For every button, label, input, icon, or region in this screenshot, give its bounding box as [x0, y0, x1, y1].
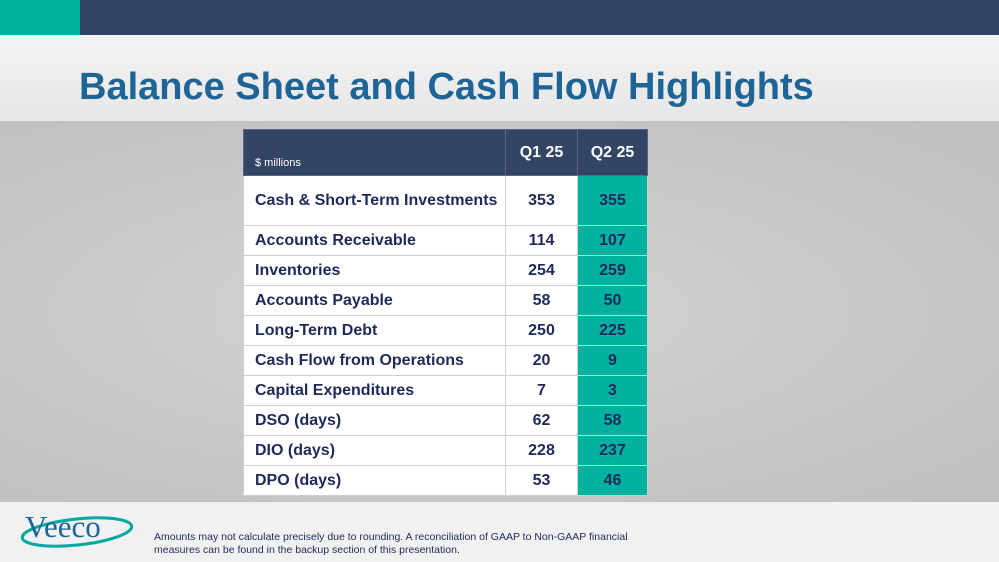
table-row: Cash Flow from Operations 20 9	[243, 345, 648, 376]
top-accent-block	[0, 0, 80, 35]
q2-value: 58	[577, 405, 648, 436]
veeco-logo: Veeco	[20, 509, 134, 548]
row-label: DIO (days)	[243, 435, 506, 466]
table-row: DSO (days) 62 58	[243, 405, 648, 436]
q2-value: 3	[577, 375, 648, 406]
q2-value: 225	[577, 315, 648, 346]
q1-value: 58	[505, 285, 578, 316]
top-header-bar	[0, 0, 999, 35]
q2-value: 107	[577, 225, 648, 256]
q2-value: 46	[577, 465, 648, 496]
table-row: Accounts Payable 58 50	[243, 285, 648, 316]
q1-value: 62	[505, 405, 578, 436]
q2-value: 237	[577, 435, 648, 466]
table-row: Inventories 254 259	[243, 255, 648, 286]
table-row: Long-Term Debt 250 225	[243, 315, 648, 346]
row-label: DPO (days)	[243, 465, 506, 496]
table-row: DPO (days) 53 46	[243, 465, 648, 496]
balance-sheet-table: $ millions Q1 25 Q2 25 Cash & Short-Term…	[243, 129, 648, 496]
q1-value: 250	[505, 315, 578, 346]
q2-value: 50	[577, 285, 648, 316]
q1-value: 20	[505, 345, 578, 376]
row-label: Capital Expenditures	[243, 375, 506, 406]
table-row: DIO (days) 228 237	[243, 435, 648, 466]
q1-value: 254	[505, 255, 578, 286]
column-header-q1: Q1 25	[505, 129, 578, 176]
logo-wordmark: Veeco	[25, 509, 101, 544]
row-label: Accounts Receivable	[243, 225, 506, 256]
logo-swoosh	[20, 516, 134, 548]
row-label: Cash & Short-Term Investments	[243, 175, 506, 226]
footer-band	[0, 502, 999, 562]
q1-value: 228	[505, 435, 578, 466]
row-label: Inventories	[243, 255, 506, 286]
q1-value: 114	[505, 225, 578, 256]
q2-value: 355	[577, 175, 648, 226]
row-label: Accounts Payable	[243, 285, 506, 316]
row-label: Cash Flow from Operations	[243, 345, 506, 376]
unit-label: $ millions	[243, 129, 506, 176]
row-label: Long-Term Debt	[243, 315, 506, 346]
table-row: Accounts Receivable 114 107	[243, 225, 648, 256]
row-label: DSO (days)	[243, 405, 506, 436]
q2-value: 259	[577, 255, 648, 286]
q1-value: 53	[505, 465, 578, 496]
q1-value: 353	[505, 175, 578, 226]
slide-title: Balance Sheet and Cash Flow Highlights	[79, 66, 814, 108]
table-row: Capital Expenditures 7 3	[243, 375, 648, 406]
table-row: Cash & Short-Term Investments 353 355	[243, 175, 648, 226]
column-header-q2: Q2 25	[577, 129, 648, 176]
title-band	[0, 35, 999, 121]
footnote: Amounts may not calculate precisely due …	[154, 531, 628, 556]
q1-value: 7	[505, 375, 578, 406]
table-header-row: $ millions Q1 25 Q2 25	[243, 129, 648, 176]
q2-value: 9	[577, 345, 648, 376]
